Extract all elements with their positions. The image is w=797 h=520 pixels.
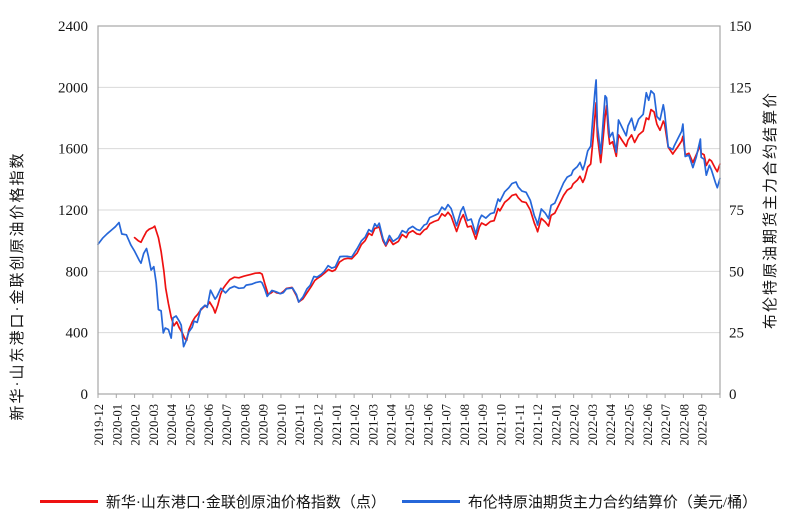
left-axis-tick-label: 2400 xyxy=(58,19,88,35)
legend-item-index: 新华·山东港口·金联创原油价格指数（点） xyxy=(39,491,386,512)
x-axis-tick-label: 2021-02 xyxy=(348,404,362,446)
left-axis-tick-label: 2000 xyxy=(58,80,88,96)
x-axis-tick-label: 2021-12 xyxy=(531,404,545,446)
x-axis-tick-label: 2021-03 xyxy=(366,404,380,446)
right-axis-tick-label: 150 xyxy=(729,19,752,35)
left-axis-tick-label: 1600 xyxy=(58,142,88,158)
x-axis-tick-label: 2021-11 xyxy=(513,404,527,445)
x-axis-tick-label: 2022-03 xyxy=(586,404,600,446)
axis-ticks xyxy=(97,394,721,398)
x-axis-tick-label: 2022-04 xyxy=(604,403,618,445)
left-axis-tick-label: 0 xyxy=(81,387,89,403)
right-axis-tick-label: 50 xyxy=(729,264,744,280)
x-axis-tick-label: 2020-01 xyxy=(110,404,124,446)
x-axis-tick-label: 2022-09 xyxy=(696,404,710,446)
x-axis-tick-label: 2020-04 xyxy=(165,403,179,445)
blue-line-swatch-icon xyxy=(401,500,460,503)
x-axis-tick-label: 2022-08 xyxy=(677,404,691,446)
right-axis-tick-label: 125 xyxy=(729,80,752,96)
legend-item-brent: 布伦特原油期货主力合约结算价（美元/桶） xyxy=(401,491,758,512)
x-axis-tick-label: 2020-11 xyxy=(293,404,307,445)
x-axis-tick-label: 2022-02 xyxy=(568,404,582,446)
x-axis-tick-label: 2020-12 xyxy=(312,404,326,446)
x-axis-tick-label: 2021-10 xyxy=(494,404,508,446)
x-axis-tick-label: 2020-02 xyxy=(129,404,143,446)
x-axis-tick-label: 2020-03 xyxy=(147,404,161,446)
x-axis-tick-label: 2022-01 xyxy=(549,404,563,446)
chart-canvas: 0 400 800 1200 1600 2000 2400 0 25 50 75 100 125 150 2… xyxy=(9,19,779,446)
left-axis-title: 新华·山东港口·金联创原油价格指数 xyxy=(9,152,26,421)
x-axis-tick-label: 2021-04 xyxy=(385,403,399,445)
x-axis-tick-label: 2022-06 xyxy=(641,404,655,446)
x-axis-tick-label: 2020-10 xyxy=(275,404,289,446)
x-axis-tick-label: 2020-06 xyxy=(202,404,216,446)
x-axis-tick-label: 2021-05 xyxy=(403,404,417,446)
right-axis-title: 布伦特原油期货主力合约结算价 xyxy=(761,91,779,329)
x-axis-tick-label: 2020-07 xyxy=(220,404,234,446)
left-axis-tick-label: 800 xyxy=(66,264,89,280)
x-axis-tick-label: 2022-05 xyxy=(623,404,637,446)
x-axis-tick-label: 2019-12 xyxy=(92,404,106,446)
axis-labels: 0 400 800 1200 1600 2000 2400 0 25 50 75 100 125 150 2… xyxy=(58,19,752,446)
red-line-swatch-icon xyxy=(39,500,98,503)
x-axis-tick-label: 2021-06 xyxy=(421,404,435,446)
right-axis-tick-label: 75 xyxy=(729,203,744,219)
legend-label-brent: 布伦特原油期货主力合约结算价（美元/桶） xyxy=(467,495,758,511)
x-axis-tick-label: 2020-09 xyxy=(257,404,271,446)
right-axis-tick-label: 0 xyxy=(729,387,737,403)
x-axis-tick-label: 2022-07 xyxy=(659,404,673,446)
gridlines xyxy=(98,25,720,395)
x-axis-tick-label: 2021-09 xyxy=(476,404,490,446)
right-axis-tick-label: 100 xyxy=(729,142,752,158)
x-axis-tick-label: 2021-08 xyxy=(458,404,472,446)
chart-legend: 新华·山东港口·金联创原油价格指数（点） 布伦特原油期货主力合约结算价（美元/桶… xyxy=(0,491,797,512)
left-axis-tick-label: 1200 xyxy=(58,203,88,219)
x-axis-tick-label: 2020-08 xyxy=(238,404,252,446)
legend-label-index: 新华·山东港口·金联创原油价格指数（点） xyxy=(105,495,386,511)
series-line-brent-blue xyxy=(97,79,721,348)
series-lines xyxy=(97,79,721,348)
series-line-index-red xyxy=(133,101,721,342)
x-axis-tick-label: 2020-05 xyxy=(183,404,197,446)
x-axis-tick-label: 2021-07 xyxy=(440,404,454,446)
right-axis-tick-label: 25 xyxy=(729,326,744,342)
left-axis-tick-label: 400 xyxy=(66,326,89,342)
x-axis-tick-label: 2021-01 xyxy=(330,404,344,446)
